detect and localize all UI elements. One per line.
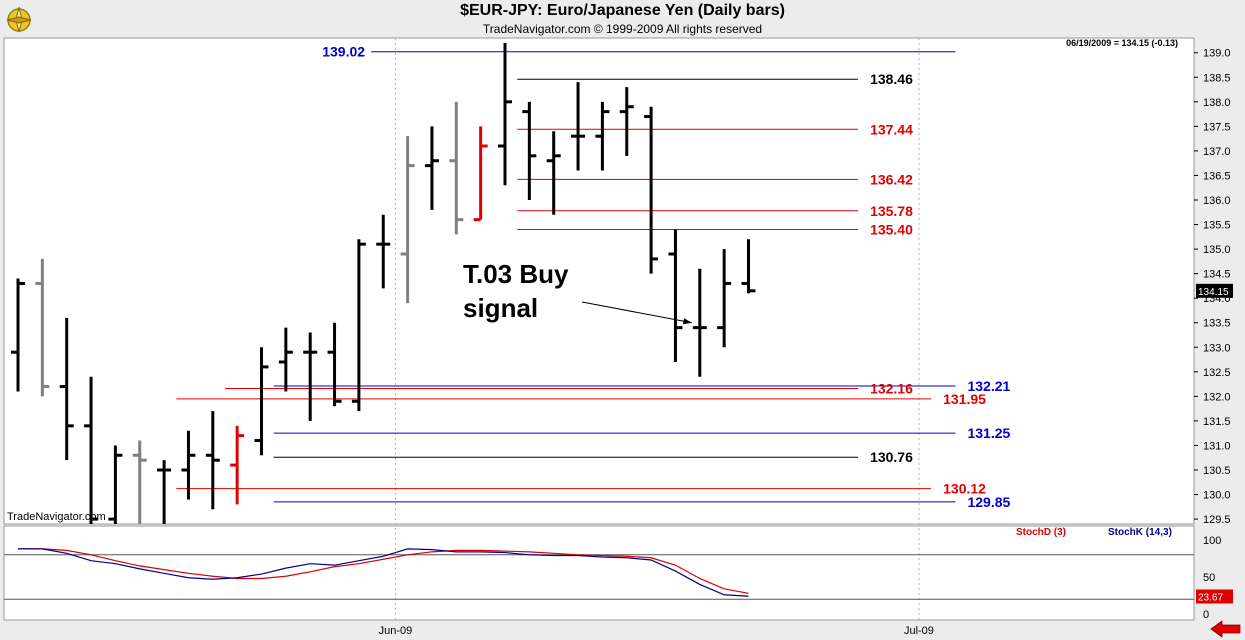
- x-tick-label-1: Jul-09: [904, 625, 934, 637]
- ohlc-bar-0: [11, 278, 25, 392]
- level-label-4: 135.78: [870, 203, 913, 219]
- ohlc-bar-29: [717, 249, 732, 348]
- stoch-tick-label-0: 0: [1203, 609, 1209, 621]
- y-tick-label-7: 133.0: [1203, 342, 1231, 354]
- y-tick-label-6: 132.5: [1203, 367, 1231, 379]
- compass-logo-icon: [4, 4, 34, 34]
- last-price-box: [1196, 283, 1233, 298]
- chart-subtitle: TradeNavigator.com © 1999-2009 All right…: [482, 22, 763, 36]
- ohlc-bar-4: [108, 445, 123, 524]
- annotation-line-1: T.03 Buy: [463, 259, 569, 289]
- stoch-series-0: [18, 548, 749, 594]
- ohlc-bar-5: [132, 440, 147, 524]
- ohlc-bar-9: [230, 425, 245, 505]
- ohlc-bar-23: [571, 82, 586, 171]
- ohlc-bar-27: [668, 229, 683, 362]
- y-tick-label-5: 132.0: [1203, 391, 1231, 403]
- ohlc-bar-10: [254, 347, 269, 456]
- watermark-label: TradeNavigator.com: [7, 511, 106, 523]
- level-label-12: 129.85: [967, 494, 1010, 510]
- annotation-arrowhead: [682, 318, 692, 325]
- ohlc-bar-28: [692, 268, 707, 377]
- ohlc-bar-7: [181, 430, 196, 500]
- ohlc-bar-11: [278, 327, 293, 392]
- y-tick-label-18: 138.5: [1203, 72, 1231, 84]
- stoch-tick-label-1: 50: [1203, 572, 1215, 584]
- ohlc-bar-24: [595, 101, 610, 171]
- y-tick-label-4: 131.5: [1203, 416, 1231, 428]
- y-tick-label-2: 130.5: [1203, 465, 1231, 477]
- x-tick-label-0: Jun-09: [379, 625, 413, 637]
- ohlc-bar-19: [473, 126, 488, 222]
- level-label-5: 135.40: [870, 221, 913, 237]
- last-quote-label: 06/19/2009 = 134.15 (-0.13): [1066, 38, 1178, 48]
- level-label-10: 130.76: [870, 449, 913, 465]
- level-label-8: 131.95: [943, 391, 986, 407]
- annotation-arrow: [581, 301, 692, 324]
- y-tick-label-17: 138.0: [1203, 97, 1231, 109]
- ohlc-bar-25: [619, 87, 634, 156]
- level-label-1: 138.46: [870, 71, 913, 87]
- level-label-3: 136.42: [870, 171, 913, 187]
- chart-title: $EUR-JPY: Euro/Japanese Yen (Daily bars): [460, 2, 785, 19]
- ohlc-bar-1: [35, 258, 50, 397]
- level-label-7: 132.16: [870, 381, 913, 397]
- ohlc-bar-2: [59, 317, 74, 461]
- ohlc-bar-3: [84, 376, 99, 524]
- level-label-6: 132.21: [967, 378, 1010, 394]
- last-price-label: 134.15: [1198, 287, 1229, 298]
- ohlc-bar-13: [327, 322, 342, 407]
- y-tick-label-13: 136.0: [1203, 195, 1231, 207]
- level-label-2: 137.44: [870, 121, 913, 137]
- stoch-tick-label-2: 100: [1203, 535, 1221, 547]
- stoch-last-box: [1196, 589, 1233, 604]
- ohlc-bar-17: [424, 126, 439, 210]
- ohlc-bar-6: [157, 460, 172, 524]
- y-tick-label-10: 134.5: [1203, 269, 1231, 281]
- y-tick-label-11: 135.0: [1203, 244, 1231, 256]
- ohlc-bar-14: [351, 239, 366, 412]
- ohlc-bar-18: [449, 101, 464, 235]
- y-tick-label-15: 137.0: [1203, 146, 1231, 158]
- price-panel: [3, 37, 1195, 525]
- ohlc-bar-20: [498, 42, 512, 186]
- buy-signal-annotation: T.03 Buy signal: [463, 259, 692, 325]
- ohlc-bar-16: [400, 136, 415, 304]
- y-tick-label-19: 139.0: [1203, 48, 1231, 60]
- y-tick-label-0: 129.5: [1203, 514, 1231, 526]
- stoch-last-label: 23.67: [1198, 592, 1223, 603]
- annotation-line-2: signal: [463, 293, 538, 323]
- level-label-0: 139.02: [322, 44, 365, 60]
- ohlc-bar-15: [376, 214, 391, 289]
- stoch-legend-1: StochK (14,3): [1108, 527, 1172, 538]
- ohlc-bar-22: [546, 131, 561, 215]
- back-arrow-icon[interactable]: [1210, 620, 1241, 638]
- ohlc-bar-21: [522, 101, 537, 200]
- stoch-legend-0: StochD (3): [1016, 527, 1066, 538]
- stochastic-panel: [3, 525, 1195, 621]
- y-tick-label-3: 131.0: [1203, 440, 1231, 452]
- y-tick-label-16: 137.5: [1203, 121, 1231, 133]
- stoch-series-1: [18, 548, 749, 597]
- ohlc-bar-12: [303, 332, 318, 421]
- ohlc-bar-30: [741, 239, 756, 294]
- y-tick-label-1: 130.0: [1203, 490, 1231, 502]
- y-tick-label-8: 133.5: [1203, 318, 1231, 330]
- level-label-11: 130.12: [943, 481, 986, 497]
- level-label-9: 131.25: [967, 425, 1010, 441]
- y-tick-label-12: 135.5: [1203, 220, 1231, 232]
- ohlc-bar-8: [205, 411, 220, 510]
- y-tick-label-14: 136.5: [1203, 170, 1231, 182]
- ohlc-bar-26: [644, 106, 659, 274]
